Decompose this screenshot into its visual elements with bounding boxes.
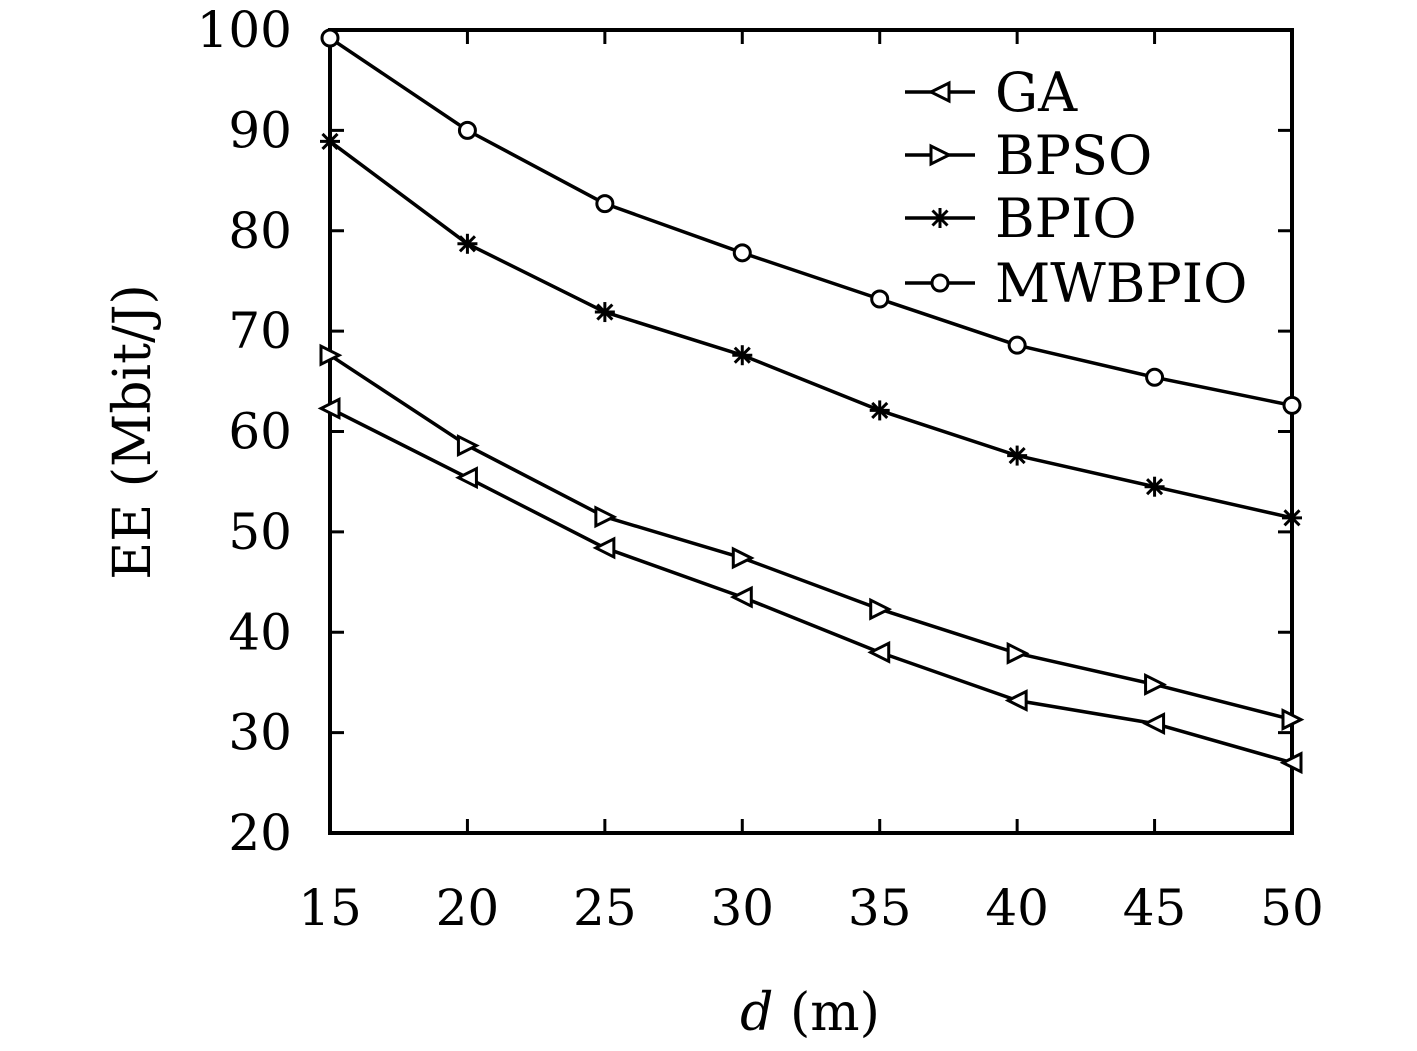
- series-line: [329, 36, 1293, 408]
- data-point: [867, 640, 891, 664]
- legend-item-bpso: BPSO: [905, 124, 1152, 187]
- x-tick-label: 35: [848, 879, 912, 937]
- y-tick-label: 90: [228, 101, 292, 159]
- data-point: [319, 343, 343, 367]
- series-mwbpio: [320, 28, 1302, 415]
- series-line: [328, 140, 1293, 520]
- x-tick-label: 45: [1123, 879, 1187, 937]
- data-point: [594, 302, 615, 323]
- data-point: [1006, 641, 1030, 665]
- y-tick-label: 50: [228, 503, 292, 561]
- y-tick-label: 100: [197, 1, 292, 59]
- data-point: [457, 233, 478, 254]
- x-tick-labels: 15 20 25 30 35 40 45 50: [298, 879, 1324, 937]
- data-point: [456, 434, 480, 457]
- data-point: [1282, 395, 1302, 415]
- data-point: [1142, 712, 1166, 736]
- x-tick-label: 20: [436, 879, 500, 937]
- data-point: [594, 505, 618, 529]
- data-point: [1281, 708, 1305, 732]
- y-tick-labels: 20 30 40 50 60 70 80 90 100: [197, 1, 292, 862]
- y-axis-title: EE (Mbit/J): [103, 284, 163, 579]
- data-point: [731, 546, 755, 570]
- series-line: [329, 406, 1293, 765]
- legend-label: GA: [995, 61, 1078, 124]
- x-tick-label: 30: [710, 879, 774, 937]
- legend-label: BPIO: [995, 187, 1137, 250]
- data-point: [455, 466, 478, 490]
- data-point: [1007, 335, 1027, 355]
- legend-item-bpio: BPIO: [905, 187, 1137, 250]
- y-tick-label: 20: [228, 804, 292, 862]
- data-point: [1144, 476, 1165, 497]
- data-point: [1144, 673, 1167, 696]
- y-tick-label: 60: [228, 403, 292, 461]
- data-point: [732, 345, 753, 366]
- legend-label: MWBPIO: [995, 252, 1247, 315]
- legend-item-mwbpio: MWBPIO: [905, 252, 1247, 315]
- data-point: [592, 536, 616, 560]
- tick-marks: [328, 28, 1294, 835]
- x-tick-label: 50: [1260, 879, 1324, 937]
- data-point: [457, 120, 477, 140]
- legend-marker: [929, 143, 953, 167]
- data-point: [732, 243, 752, 263]
- legend-marker: [927, 80, 951, 104]
- data-point: [1004, 689, 1028, 712]
- data-point: [869, 597, 893, 621]
- data-point: [1145, 367, 1165, 387]
- data-point: [1279, 751, 1303, 775]
- legend-item-ga: GA: [905, 61, 1078, 124]
- data-point: [870, 289, 890, 309]
- data-point: [869, 400, 890, 421]
- data-point: [595, 194, 615, 214]
- legend-marker: [930, 273, 950, 293]
- x-tick-label: 25: [573, 879, 637, 937]
- series-bpio: [320, 131, 1302, 528]
- series-bpso: [319, 343, 1305, 732]
- legend-marker: [930, 208, 950, 228]
- x-axis-title: d (m): [740, 983, 880, 1043]
- data-point: [317, 396, 341, 420]
- data-point: [320, 28, 340, 48]
- legend-label: BPSO: [995, 124, 1152, 187]
- data-point: [320, 131, 340, 152]
- series-ga: [317, 396, 1303, 775]
- data-point: [1007, 445, 1028, 466]
- series-line: [329, 353, 1293, 722]
- series-lines: [317, 28, 1305, 775]
- y-tick-label: 70: [228, 302, 292, 360]
- x-tick-label: 15: [298, 879, 362, 937]
- y-tick-label: 40: [228, 603, 292, 661]
- x-axis-unit: (m): [773, 983, 879, 1043]
- data-point: [729, 585, 753, 609]
- y-tick-label: 80: [228, 202, 292, 260]
- data-point: [1282, 507, 1302, 528]
- x-axis-variable: d: [740, 983, 773, 1043]
- x-tick-label: 40: [985, 879, 1049, 937]
- y-tick-label: 30: [228, 704, 292, 762]
